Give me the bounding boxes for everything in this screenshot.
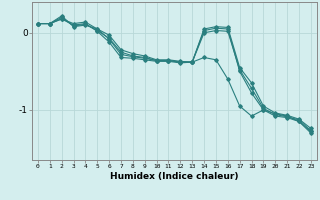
- X-axis label: Humidex (Indice chaleur): Humidex (Indice chaleur): [110, 172, 239, 181]
